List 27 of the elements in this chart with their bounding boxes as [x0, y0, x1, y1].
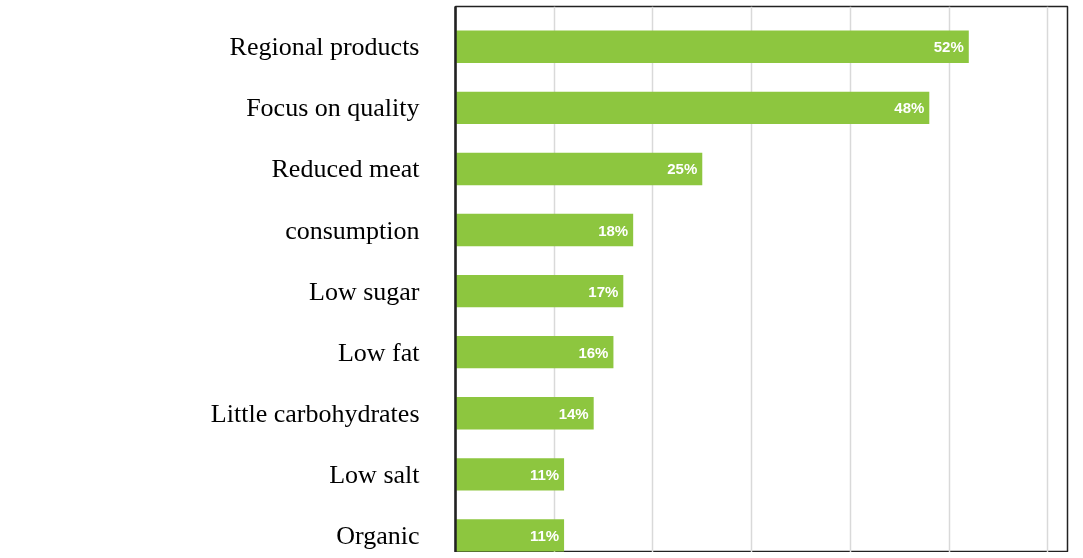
bar — [455, 397, 594, 430]
bar — [455, 458, 565, 491]
data-label: 18% — [598, 221, 629, 239]
y-tick-label: consumption — [285, 215, 420, 245]
data-label: 11% — [529, 526, 560, 544]
bar — [455, 335, 614, 369]
y-tick-label: Little carbohydrates — [210, 398, 420, 428]
bar — [455, 152, 703, 186]
data-label: 16% — [578, 343, 609, 361]
data-label: 48% — [894, 99, 925, 117]
data-label: 52% — [933, 38, 964, 56]
y-tick-label: Reduced meat — [271, 154, 421, 184]
y-tick-label: Organic — [336, 520, 420, 550]
data-label: 17% — [588, 282, 619, 300]
bar — [455, 91, 930, 125]
bar — [455, 519, 565, 552]
bar — [455, 213, 634, 247]
data-label: 14% — [558, 404, 589, 422]
bar — [455, 274, 624, 308]
y-tick-label: Focus on quality — [246, 93, 420, 123]
bar — [455, 30, 969, 63]
y-tick-label: Low salt — [329, 459, 421, 489]
data-label: 11% — [529, 465, 560, 483]
y-tick-label: Regional products — [229, 32, 420, 62]
y-tick-label: Low sugar — [309, 276, 420, 306]
data-label: 25% — [667, 160, 698, 178]
y-tick-label: Low fat — [337, 337, 421, 367]
